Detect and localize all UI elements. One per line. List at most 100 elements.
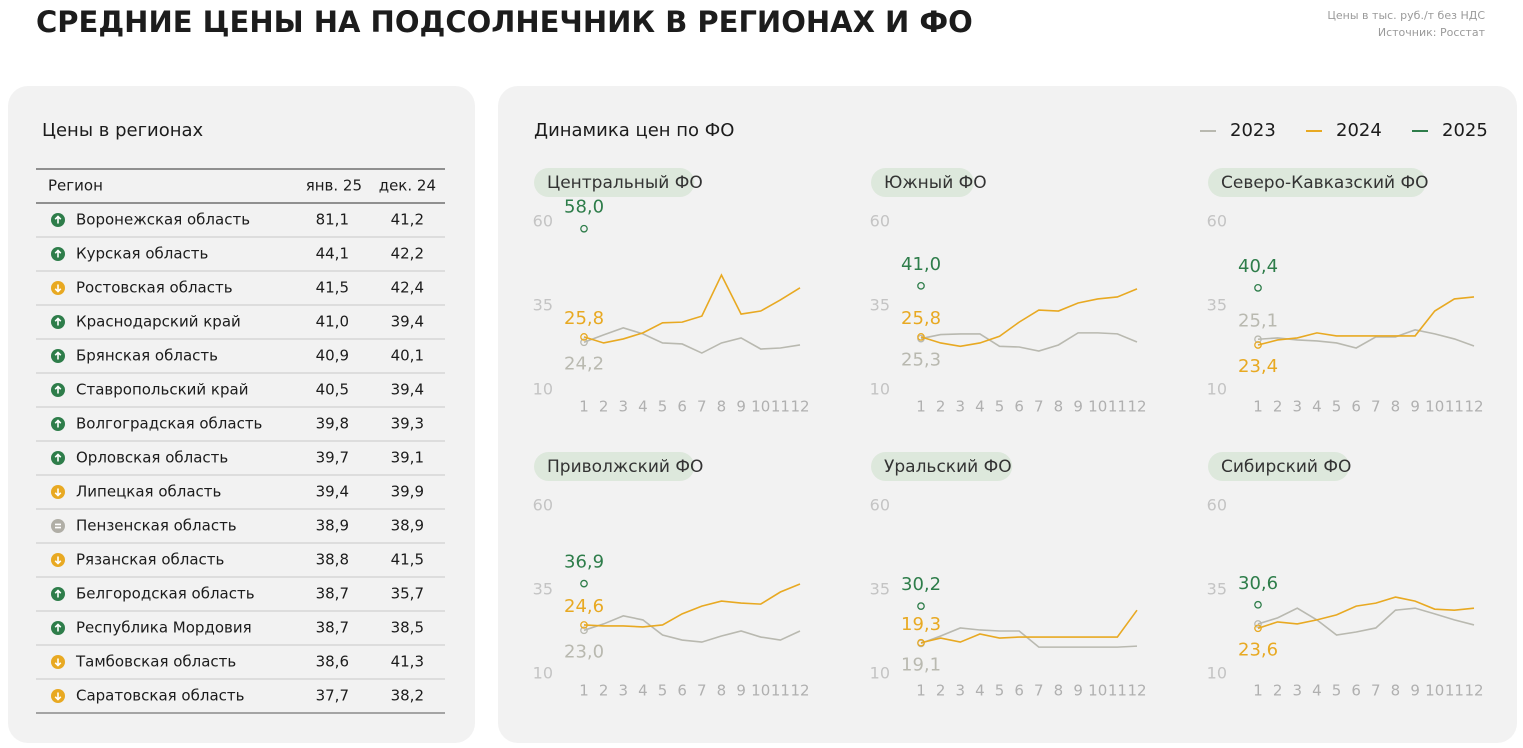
region-name: Краснодарский край [76,313,241,331]
region-name: Орловская область [76,449,228,467]
point-marker [580,338,588,347]
chart-title: Северо-Кавказский ФО [1221,173,1429,193]
dec-price: 39,9 [391,483,424,501]
chart-pill [871,452,1013,481]
chart-title: Южный ФО [884,173,987,193]
jan-price: 40,5 [316,381,349,399]
x-tick-label: 1 [579,682,589,700]
jan-price: 44,1 [316,245,349,263]
chart-title: Центральный ФО [547,173,703,193]
point-marker [917,602,925,610]
chart-pill [1208,168,1426,197]
region-name: Пензенская область [76,517,237,535]
y-tick-label: 35 [533,296,553,315]
chart-title: Уральский ФО [884,457,1012,477]
region-name: Белгородская область [76,585,255,603]
x-tick-label: 9 [1073,398,1083,416]
jan-price: 41,0 [316,313,349,331]
data-label: 23,0 [564,641,604,662]
data-label: 40,4 [1238,256,1278,277]
point-marker [580,579,588,588]
x-tick-label: 2 [599,398,609,416]
dec-price: 39,4 [391,381,424,399]
series-line [1257,296,1475,346]
series-line [583,326,801,354]
y-tick-label: 60 [870,212,890,231]
x-tick-label: 3 [618,682,628,700]
series-line [920,288,1138,348]
x-tick-label: 2 [936,682,946,700]
x-tick-label: 7 [1034,682,1044,700]
y-tick-label: 35 [1207,580,1227,599]
x-tick-label: 3 [1292,398,1302,416]
y-tick-label: 35 [870,580,890,599]
data-label: 19,3 [901,614,941,635]
y-tick-label: 10 [870,380,890,399]
chart-pill [871,168,974,197]
region-name: Ростовская область [76,279,233,297]
dec-price: 38,2 [391,687,424,705]
legend-label: 2025 [1442,120,1488,141]
region-name: Воронежская область [76,211,250,229]
x-tick-label: 11 [771,682,790,700]
dec-price: 40,1 [391,347,424,365]
x-tick-label: 4 [638,682,648,700]
y-tick-label: 10 [1207,664,1227,683]
x-tick-label: 6 [1351,682,1361,700]
chart-pill [534,168,695,197]
series-line [583,615,801,643]
x-tick-label: 6 [1351,398,1361,416]
x-tick-label: 3 [1292,682,1302,700]
point-marker [1254,624,1262,633]
column-header: дек. 24 [379,177,436,195]
x-tick-label: 12 [1127,398,1146,416]
jan-price: 38,7 [316,619,349,637]
data-label: 24,6 [564,596,604,617]
data-label: 25,8 [901,308,941,329]
trend-glyph [54,249,62,258]
region-name: Республика Мордовия [76,619,252,637]
point-marker [1254,335,1262,344]
x-tick-label: 5 [658,682,668,700]
x-tick-label: 8 [1054,398,1064,416]
data-label: 58,0 [564,197,604,218]
jan-price: 38,9 [316,517,349,535]
trend-glyph [54,419,62,428]
x-tick-label: 12 [1464,398,1483,416]
legend-label: 2024 [1336,120,1382,141]
x-tick-label: 8 [1054,682,1064,700]
x-tick-label: 5 [1332,398,1342,416]
trend-glyph [54,351,62,360]
jan-price: 38,8 [316,551,349,569]
x-tick-label: 10 [1425,398,1444,416]
source-note: Источник: Росстат [1378,26,1486,39]
x-tick-label: 8 [717,682,727,700]
series-line [1257,596,1475,630]
x-tick-label: 8 [717,398,727,416]
x-tick-label: 10 [751,398,770,416]
point-marker [1254,620,1262,628]
x-tick-label: 4 [1312,398,1322,416]
y-tick-label: 60 [1207,496,1227,515]
x-tick-label: 8 [1391,398,1401,416]
dec-price: 35,7 [391,585,424,603]
x-tick-label: 6 [677,682,687,700]
y-tick-label: 60 [533,212,553,231]
x-tick-label: 9 [736,682,746,700]
x-tick-label: 10 [1088,398,1107,416]
x-tick-label: 4 [975,682,985,700]
region-name: Брянская область [76,347,218,365]
y-tick-label: 35 [870,296,890,315]
trend-glyph [54,556,62,565]
chart-title: Приволжский ФО [547,457,703,477]
x-tick-label: 9 [1073,682,1083,700]
table-title: Цены в регионах [42,120,204,141]
x-tick-label: 2 [599,682,609,700]
data-label: 36,9 [564,552,604,573]
x-tick-label: 5 [995,682,1005,700]
x-tick-label: 7 [1371,682,1381,700]
series-line [920,332,1138,352]
column-header: Регион [48,177,103,195]
dec-price: 41,3 [391,653,424,671]
x-tick-label: 6 [677,398,687,416]
